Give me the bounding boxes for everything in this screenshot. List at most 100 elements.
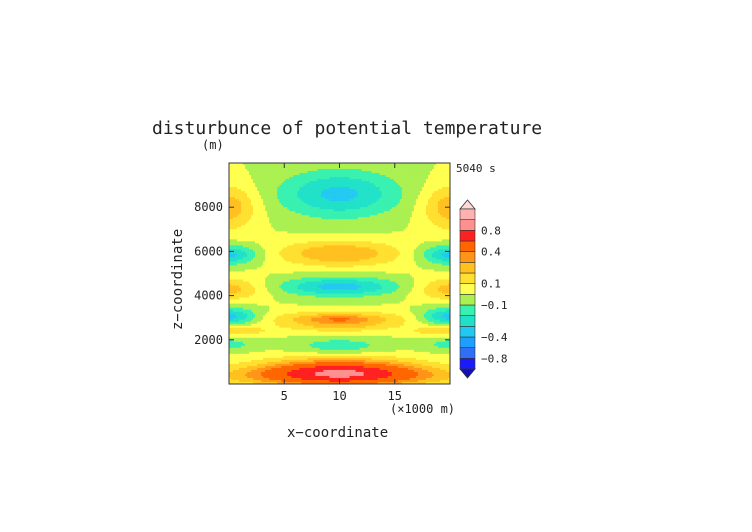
field-cell bbox=[349, 199, 352, 202]
field-cell bbox=[397, 207, 401, 210]
field-cell bbox=[293, 247, 296, 250]
field-cell bbox=[333, 179, 336, 182]
field-cell bbox=[325, 185, 328, 188]
field-cell bbox=[243, 241, 246, 244]
field-cell bbox=[303, 165, 306, 168]
field-cell bbox=[423, 229, 427, 232]
field-cell bbox=[313, 175, 316, 178]
field-cell bbox=[237, 183, 240, 186]
field-cell bbox=[415, 173, 419, 176]
field-cell bbox=[371, 231, 374, 234]
field-cell bbox=[307, 207, 310, 210]
field-cell bbox=[351, 241, 354, 244]
field-cell bbox=[265, 207, 268, 210]
field-cell bbox=[337, 235, 340, 238]
field-cell bbox=[385, 189, 388, 192]
field-cell bbox=[307, 175, 310, 178]
field-cell bbox=[311, 239, 314, 242]
field-cell bbox=[419, 231, 423, 234]
field-cell bbox=[329, 207, 332, 210]
field-cell bbox=[279, 219, 282, 222]
field-cell bbox=[405, 227, 409, 230]
field-cell bbox=[417, 195, 421, 198]
field-cell bbox=[297, 189, 300, 192]
field-cell bbox=[373, 179, 376, 182]
field-cell bbox=[417, 239, 421, 242]
field-cell bbox=[259, 179, 262, 182]
field-cell bbox=[383, 171, 386, 174]
field-cell bbox=[339, 177, 342, 180]
field-cell bbox=[397, 251, 401, 254]
field-cell bbox=[359, 217, 362, 220]
field-cell bbox=[425, 191, 429, 194]
field-cell bbox=[229, 173, 232, 176]
field-cell bbox=[345, 251, 348, 254]
field-cell bbox=[233, 175, 236, 178]
field-cell bbox=[437, 195, 441, 198]
field-cell bbox=[301, 171, 304, 174]
field-cell bbox=[389, 179, 392, 182]
field-cell bbox=[337, 245, 340, 248]
field-cell bbox=[347, 193, 350, 196]
field-cell bbox=[257, 243, 260, 246]
field-cell bbox=[281, 191, 284, 194]
field-cell bbox=[297, 171, 300, 174]
field-cell bbox=[301, 209, 304, 212]
field-cell bbox=[321, 191, 324, 194]
field-cell bbox=[371, 195, 374, 198]
field-cell bbox=[423, 173, 427, 176]
field-cell bbox=[291, 251, 294, 254]
field-cell bbox=[241, 195, 244, 198]
field-cell bbox=[341, 233, 344, 236]
field-cell bbox=[371, 205, 374, 208]
field-cell bbox=[247, 189, 250, 192]
field-cell bbox=[305, 191, 308, 194]
field-cell bbox=[419, 249, 423, 252]
field-cell bbox=[447, 235, 450, 238]
field-cell bbox=[233, 179, 236, 182]
field-cell bbox=[429, 187, 433, 190]
field-cell bbox=[349, 205, 352, 208]
field-cell bbox=[233, 203, 236, 206]
field-cell bbox=[409, 171, 413, 174]
field-cell bbox=[341, 223, 344, 226]
field-cell bbox=[361, 167, 364, 170]
field-cell bbox=[395, 245, 399, 248]
field-cell bbox=[363, 193, 366, 196]
field-cell bbox=[411, 215, 415, 218]
field-cell bbox=[435, 165, 439, 168]
field-cell bbox=[365, 189, 368, 192]
field-cell bbox=[353, 201, 356, 204]
field-cell bbox=[289, 251, 292, 254]
field-cell bbox=[277, 227, 280, 230]
field-cell bbox=[311, 173, 314, 176]
field-cell bbox=[305, 173, 308, 176]
field-cell bbox=[405, 245, 409, 248]
field-cell bbox=[431, 235, 435, 238]
field-cell bbox=[371, 185, 374, 188]
field-cell bbox=[379, 225, 382, 228]
field-cell bbox=[365, 185, 368, 188]
field-cell bbox=[237, 221, 240, 224]
field-cell bbox=[271, 169, 274, 172]
field-cell bbox=[359, 171, 362, 174]
field-cell bbox=[275, 187, 278, 190]
field-cell bbox=[409, 199, 413, 202]
field-cell bbox=[445, 179, 449, 182]
field-cell bbox=[279, 203, 282, 206]
field-cell bbox=[293, 171, 296, 174]
field-cell bbox=[313, 169, 316, 172]
field-cell bbox=[235, 199, 238, 202]
field-cell bbox=[351, 187, 354, 190]
field-cell bbox=[341, 189, 344, 192]
field-cell bbox=[279, 193, 282, 196]
field-cell bbox=[441, 249, 445, 252]
field-cell bbox=[313, 221, 316, 224]
field-cell bbox=[313, 179, 316, 182]
field-cell bbox=[293, 253, 296, 256]
field-cell bbox=[323, 185, 326, 188]
field-cell bbox=[407, 205, 411, 208]
field-cell bbox=[441, 227, 445, 230]
field-cell bbox=[349, 179, 352, 182]
field-cell bbox=[383, 187, 386, 190]
